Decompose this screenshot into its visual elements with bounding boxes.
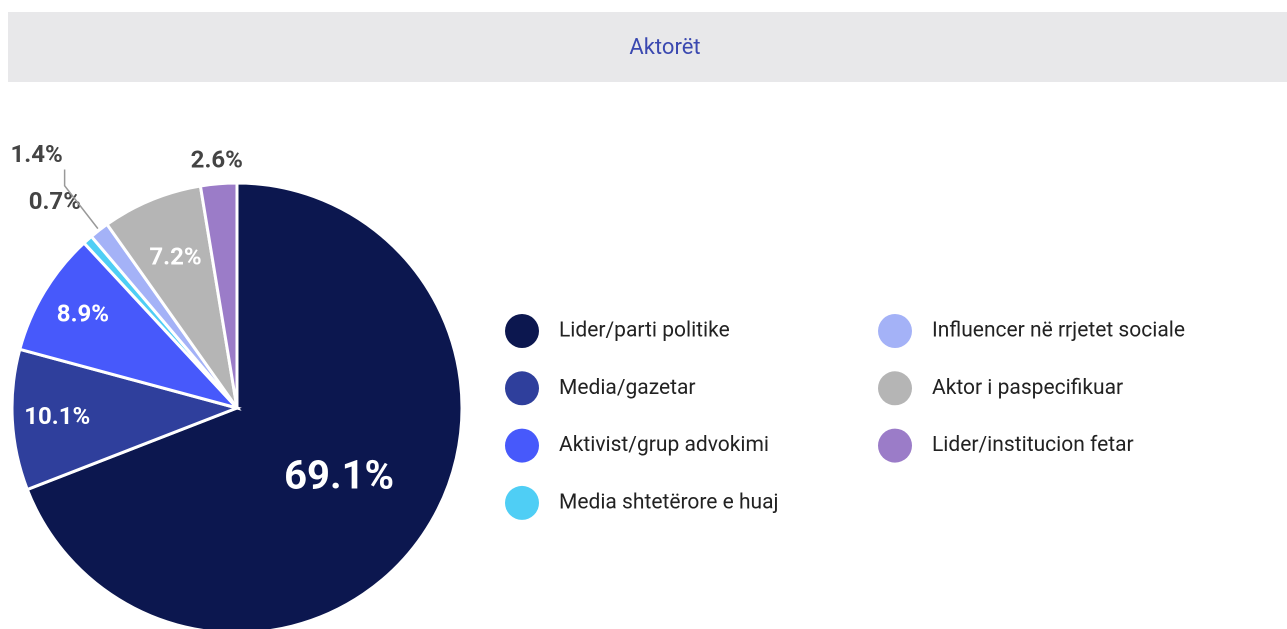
pie-slice <box>104 184 239 409</box>
legend-label: Media/gazetar <box>559 376 696 400</box>
legend-label: Lider/institucion fetar <box>932 433 1134 457</box>
legend-label: Influencer në rrjetet sociale <box>932 319 1185 343</box>
data-label: 10.1% <box>24 402 90 430</box>
legend-label: Media shtetërore e huaj <box>559 490 779 514</box>
legend-swatch <box>505 485 539 520</box>
data-label: 8.9% <box>57 299 109 327</box>
legend-swatch <box>878 428 912 463</box>
legend-swatch <box>878 371 912 406</box>
legend-label: Aktivist/grup advokimi <box>559 433 769 457</box>
pie-slice <box>10 347 242 492</box>
data-label: 2.6% <box>191 146 243 174</box>
legend-swatch <box>505 314 539 348</box>
data-label: 1.4% <box>10 140 62 168</box>
pie-slice <box>25 181 464 629</box>
legend-swatch <box>505 371 539 406</box>
leader-line <box>63 169 99 230</box>
legend-label: Aktor i paspecifikuar <box>932 376 1123 400</box>
legend-swatch <box>878 314 912 348</box>
chart-title: Aktorët <box>629 35 700 60</box>
legend-swatch <box>505 428 539 463</box>
pie-slice <box>198 181 239 409</box>
data-label: 0.7% <box>29 187 81 215</box>
pie-slice <box>17 240 242 411</box>
data-label: 7.2% <box>149 242 201 270</box>
header-bar <box>8 12 1287 82</box>
legend-label: Lider/parti politike <box>559 319 730 343</box>
data-label: 69.1% <box>284 451 394 498</box>
